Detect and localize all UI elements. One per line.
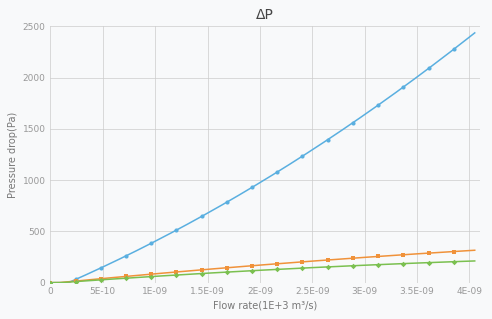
Y-axis label: Pressure drop(Pa): Pressure drop(Pa) (8, 111, 18, 197)
X-axis label: Flow rate(1E+3 m³/s): Flow rate(1E+3 m³/s) (213, 301, 317, 311)
Title: ΔP: ΔP (256, 8, 274, 22)
